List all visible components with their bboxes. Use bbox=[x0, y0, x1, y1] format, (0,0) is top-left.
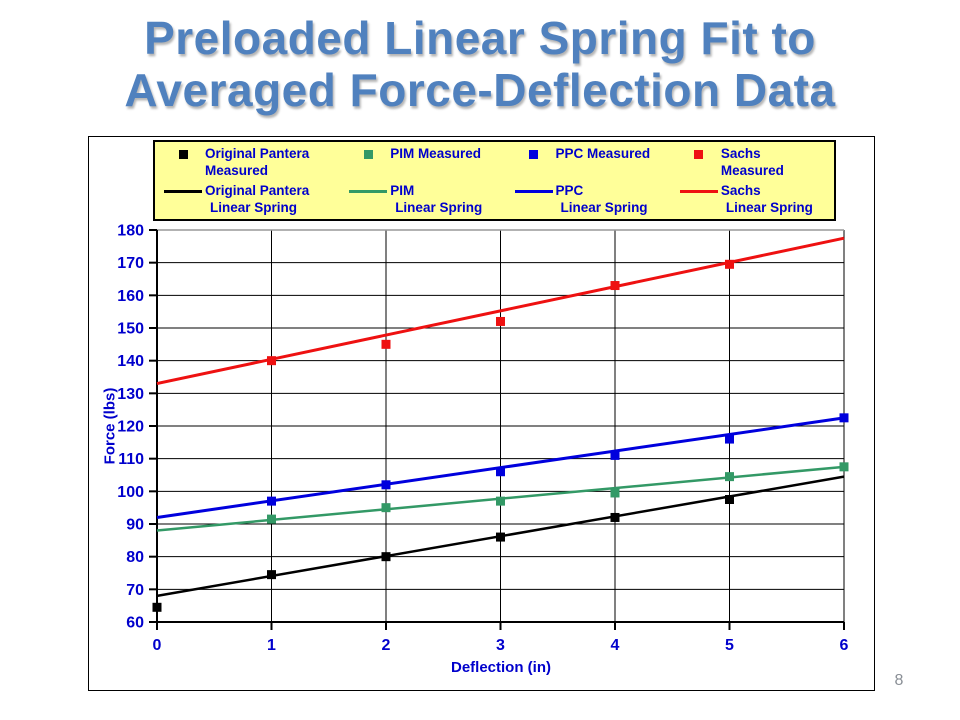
x-tick-label: 5 bbox=[725, 637, 734, 654]
legend-label-line2: Linear Spring bbox=[725, 200, 813, 215]
legend-label-line2: Measured bbox=[720, 163, 784, 178]
legend-marker-box bbox=[161, 145, 205, 159]
slide-title-line1: Preloaded Linear Spring Fit to bbox=[144, 12, 816, 64]
legend-label-line2: Linear Spring bbox=[210, 200, 298, 215]
legend-label-line1: Sachs bbox=[720, 183, 761, 198]
data-point bbox=[725, 259, 734, 269]
legend-label-line1: PIM bbox=[390, 183, 415, 198]
data-point bbox=[496, 316, 505, 326]
data-point bbox=[496, 467, 505, 477]
y-axis-title: Force (lbs) bbox=[101, 387, 119, 465]
legend-marker-box bbox=[512, 145, 556, 159]
legend-label: PIM Measured bbox=[390, 145, 481, 162]
legend-entry: PPC Measured bbox=[512, 145, 677, 182]
legend-label: PIM Linear Spring bbox=[390, 182, 482, 216]
data-point bbox=[381, 339, 391, 349]
x-tick-label: 6 bbox=[840, 637, 849, 654]
y-tick-label: 110 bbox=[118, 451, 144, 468]
legend-entry: PIM Measured bbox=[346, 145, 511, 182]
data-point bbox=[496, 532, 505, 542]
y-tick-label: 130 bbox=[117, 386, 144, 403]
legend-entry: Original Pantera Measured bbox=[161, 145, 346, 182]
legend-label: PPC Linear Spring bbox=[556, 182, 648, 216]
legend-line-marker-icon bbox=[514, 190, 553, 193]
y-tick-label: 140 bbox=[117, 353, 144, 370]
x-tick-label: 0 bbox=[153, 637, 162, 654]
chart-frame: Original Pantera Measured PIM Measured PPC … bbox=[88, 136, 875, 691]
data-point bbox=[610, 512, 620, 522]
legend-line-marker-icon bbox=[349, 190, 388, 193]
data-point bbox=[839, 462, 849, 472]
legend-square-marker-icon bbox=[178, 150, 188, 159]
legend-square-marker-icon bbox=[363, 150, 373, 159]
legend-label: Sachs Measured bbox=[721, 145, 784, 179]
data-point bbox=[496, 496, 505, 506]
data-point bbox=[381, 480, 391, 490]
legend-entry: Original Pantera Linear Spring bbox=[161, 182, 346, 219]
data-point bbox=[381, 552, 391, 562]
legend-marker-box bbox=[677, 182, 721, 193]
y-tick-label: 180 bbox=[117, 223, 144, 240]
legend-entry: Sachs Measured bbox=[677, 145, 834, 182]
legend-marker-box bbox=[161, 182, 205, 193]
legend-line-marker-icon bbox=[679, 190, 718, 193]
y-tick-label: 90 bbox=[126, 517, 144, 534]
data-point bbox=[267, 570, 276, 580]
y-tick-label: 150 bbox=[117, 321, 144, 338]
data-point bbox=[725, 495, 734, 504]
legend-label-line2: Measured bbox=[205, 163, 269, 178]
y-tick-label: 80 bbox=[126, 549, 144, 566]
legend-entry: PPC Linear Spring bbox=[512, 182, 677, 219]
legend-line-marker-icon bbox=[164, 190, 202, 193]
data-point bbox=[725, 434, 734, 444]
legend-marker-box bbox=[346, 182, 390, 193]
data-point bbox=[267, 514, 276, 524]
legend-label-line2: Linear Spring bbox=[395, 200, 483, 215]
x-tick-label: 2 bbox=[382, 637, 391, 654]
data-point bbox=[610, 450, 620, 460]
legend-label-line1: Sachs bbox=[720, 146, 761, 161]
y-tick-label: 120 bbox=[117, 419, 144, 436]
data-point bbox=[152, 602, 162, 612]
legend-label: Original Pantera Linear Spring bbox=[205, 182, 309, 216]
x-tick-label: 1 bbox=[267, 637, 276, 654]
page-number: 8 bbox=[894, 672, 904, 689]
legend-label: Sachs Linear Spring bbox=[721, 182, 813, 216]
legend-marker-box bbox=[677, 145, 721, 159]
data-point bbox=[839, 413, 849, 423]
legend-label-line1: PPC Measured bbox=[555, 146, 651, 161]
y-tick-label: 70 bbox=[126, 582, 144, 599]
slide-title-line2: Averaged Force-Deflection Data bbox=[124, 64, 836, 116]
legend-label-line2: Linear Spring bbox=[560, 200, 648, 215]
legend-label-line1: Original Pantera bbox=[205, 146, 310, 161]
legend-label: Original Pantera Measured bbox=[205, 145, 309, 179]
slide-title: Preloaded Linear Spring Fit to Averaged … bbox=[0, 12, 960, 116]
data-point bbox=[610, 488, 620, 498]
y-tick-label: 160 bbox=[117, 288, 144, 305]
legend-marker-box bbox=[512, 182, 556, 193]
legend-label-line1: PIM Measured bbox=[390, 146, 481, 161]
legend-label-line1: Original Pantera bbox=[205, 183, 310, 198]
data-point bbox=[381, 503, 391, 513]
x-axis-title: Deflection (in) bbox=[451, 659, 551, 676]
x-tick-label: 4 bbox=[611, 637, 620, 654]
legend-marker-box bbox=[346, 145, 390, 159]
data-point bbox=[610, 281, 620, 291]
legend-label: PPC Measured bbox=[556, 145, 651, 162]
chart-legend: Original Pantera Measured PIM Measured PPC … bbox=[153, 140, 836, 221]
data-point bbox=[267, 496, 276, 506]
y-tick-label: 60 bbox=[126, 615, 144, 632]
legend-square-marker-icon bbox=[529, 150, 539, 159]
chart-plot: 60 70 80 90 100 110 120 130 140 150 160 170 180 0 1 2 3 4… bbox=[117, 223, 849, 655]
y-tick-label: 100 bbox=[117, 484, 144, 501]
legend-entry: PIM Linear Spring bbox=[346, 182, 511, 219]
legend-entry: Sachs Linear Spring bbox=[677, 182, 834, 219]
legend-label-line1: PPC bbox=[555, 183, 584, 198]
data-point bbox=[267, 356, 276, 366]
legend-square-marker-icon bbox=[694, 150, 704, 159]
data-point bbox=[725, 472, 734, 482]
x-tick-label: 3 bbox=[496, 637, 505, 654]
y-tick-label: 170 bbox=[117, 255, 144, 272]
